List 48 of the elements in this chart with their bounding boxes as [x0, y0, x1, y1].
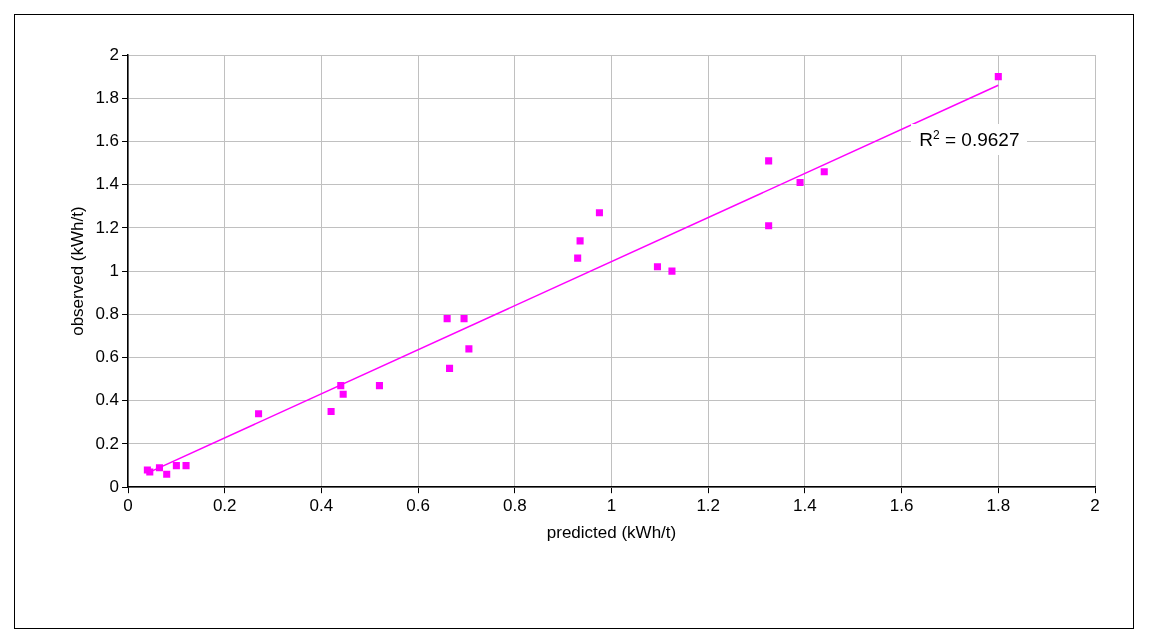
x-tick-label: 1.2 — [696, 496, 721, 516]
x-tick-label: 1.8 — [986, 496, 1011, 516]
point — [576, 237, 584, 245]
point — [653, 263, 661, 271]
x-tick-label: 1.6 — [889, 496, 914, 516]
point — [765, 157, 773, 165]
y-tick-label: 0.8 — [95, 304, 120, 324]
y-tick-label: 1.4 — [95, 174, 120, 194]
point — [668, 267, 676, 275]
y-tick-label: 1.2 — [95, 217, 120, 237]
point — [337, 382, 345, 390]
y-tick-label: 0 — [109, 476, 120, 496]
x-tick-label: 0.4 — [309, 496, 334, 516]
y-tick-label: 0.2 — [95, 433, 120, 453]
y-axis-title: observed (kWh/t) — [67, 206, 87, 336]
x-tick-label: 0.8 — [503, 496, 527, 516]
y-tick-label: 0.6 — [95, 347, 120, 367]
point — [574, 254, 582, 262]
y-tick-label: 1.6 — [95, 131, 120, 151]
point — [182, 462, 190, 470]
x-tick-label: 2 — [1090, 496, 1100, 516]
y-tick-label: 2 — [109, 44, 120, 64]
point — [595, 209, 603, 217]
point — [163, 470, 171, 478]
x-tick-label: 0.6 — [406, 496, 430, 516]
point — [446, 364, 454, 372]
point — [255, 410, 263, 418]
point — [172, 462, 180, 470]
point — [820, 168, 828, 176]
point — [443, 315, 451, 323]
point — [796, 178, 804, 187]
y-tick-label: 1.8 — [95, 87, 120, 107]
annotation: R$^{2}$ = 0.9627 — [911, 124, 1028, 156]
x-tick-label: 0.2 — [212, 496, 237, 516]
point — [339, 390, 347, 398]
point — [155, 464, 163, 472]
x-axis-title: predicted (kWh/t) — [546, 523, 677, 543]
x-tick-label: 1.4 — [793, 496, 817, 516]
point — [460, 315, 468, 323]
point — [375, 382, 383, 390]
point — [327, 408, 335, 416]
x-tick-label: 0 — [123, 496, 133, 516]
point — [765, 222, 773, 230]
x-tick-label: 1 — [606, 496, 617, 516]
y-tick-label: 1 — [109, 260, 120, 280]
y-tick-label: 0.4 — [95, 390, 120, 410]
point — [994, 73, 1002, 81]
point — [465, 345, 473, 353]
